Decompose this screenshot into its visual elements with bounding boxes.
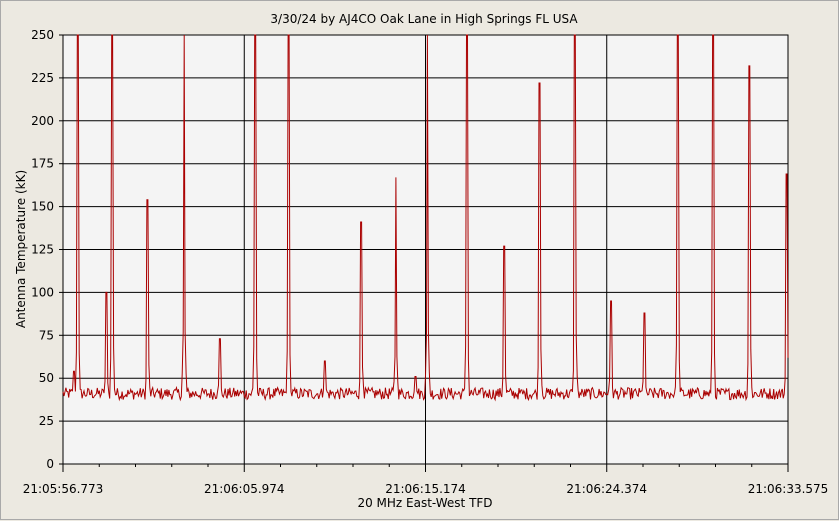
- y-tick-label: 150: [31, 200, 54, 214]
- y-tick-label: 25: [39, 414, 54, 428]
- y-tick-label: 75: [39, 328, 54, 342]
- y-tick-label: 250: [31, 28, 54, 42]
- y-tick-label: 50: [39, 371, 54, 385]
- x-axis: 21:05:56.773 21:06:05.974 21:06:15.174 21:0…: [23, 464, 829, 496]
- y-axis: 0 25 50 75 100 125 150 175 200 225 250: [31, 28, 63, 471]
- y-axis-title: Antenna Temperature (kK): [14, 170, 28, 328]
- y-tick-label: 125: [31, 243, 54, 257]
- chart-title: 3/30/24 by AJ4CO Oak Lane in High Spring…: [270, 12, 578, 26]
- x-tick-label: 21:06:24.374: [566, 482, 647, 496]
- x-tick-label: 21:06:15.174: [385, 482, 466, 496]
- y-tick-label: 225: [31, 71, 54, 85]
- x-tick-label: 21:05:56.773: [23, 482, 104, 496]
- y-tick-label: 200: [31, 114, 54, 128]
- x-axis-title: 20 MHz East-West TFD: [357, 496, 492, 510]
- x-tick-label: 21:06:05.974: [204, 482, 285, 496]
- series-line: [62, 34, 789, 402]
- y-tick-label: 0: [46, 457, 54, 471]
- y-tick-label: 175: [31, 157, 54, 171]
- x-tick-label: 21:06:33.575: [748, 482, 829, 496]
- y-tick-label: 100: [31, 285, 54, 299]
